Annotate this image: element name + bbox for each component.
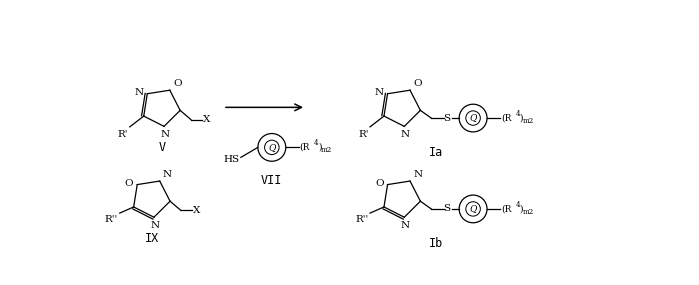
Text: Q: Q: [470, 113, 477, 123]
Text: O: O: [173, 79, 182, 88]
Text: (R: (R: [300, 143, 310, 152]
Text: N: N: [134, 88, 143, 97]
Text: O: O: [124, 179, 134, 188]
Text: S: S: [443, 113, 450, 123]
Text: N: N: [401, 221, 410, 230]
Text: 4: 4: [515, 110, 520, 118]
Text: N: N: [163, 170, 172, 179]
Text: HS: HS: [223, 155, 239, 164]
Text: R': R': [358, 130, 368, 139]
Text: N: N: [413, 170, 422, 179]
Text: (R: (R: [501, 204, 512, 213]
Text: ): ): [519, 204, 523, 213]
Text: R': R': [117, 130, 128, 139]
Text: ): ): [318, 143, 322, 152]
Text: m2: m2: [321, 146, 332, 154]
Text: N: N: [375, 88, 384, 97]
Text: V: V: [159, 141, 166, 154]
Text: m2: m2: [522, 117, 533, 125]
Text: Q: Q: [268, 143, 275, 152]
Text: 4: 4: [314, 139, 319, 147]
Text: Q: Q: [470, 204, 477, 213]
Text: Ia: Ia: [429, 146, 443, 159]
Text: X: X: [194, 206, 201, 215]
Text: ): ): [519, 113, 523, 123]
Text: VII: VII: [261, 174, 282, 187]
Text: N: N: [401, 130, 410, 139]
Text: O: O: [413, 79, 421, 88]
Text: R'': R'': [105, 215, 118, 224]
Text: S: S: [443, 204, 450, 213]
Text: m2: m2: [522, 208, 533, 216]
Text: Ib: Ib: [429, 237, 443, 250]
Text: (R: (R: [501, 113, 512, 123]
Text: O: O: [375, 179, 384, 188]
Text: IX: IX: [145, 232, 159, 245]
Text: N: N: [150, 221, 159, 230]
Text: N: N: [160, 130, 169, 139]
Text: R'': R'': [355, 215, 368, 224]
Text: 4: 4: [515, 201, 520, 209]
Text: X: X: [203, 115, 211, 124]
